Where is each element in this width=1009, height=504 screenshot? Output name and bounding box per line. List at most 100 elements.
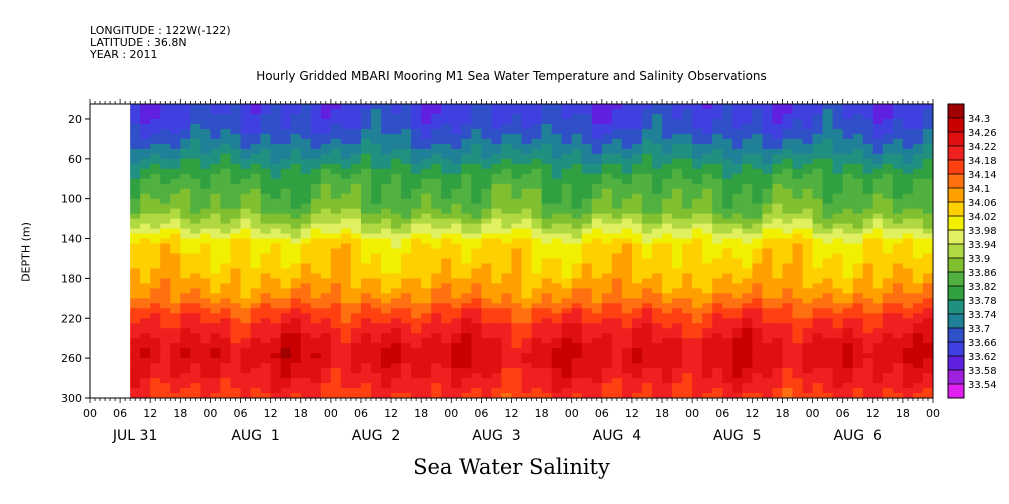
heatmap-cell bbox=[200, 308, 212, 314]
heatmap-cell bbox=[922, 343, 933, 349]
heatmap-cell bbox=[501, 313, 513, 319]
heatmap-cell bbox=[300, 263, 312, 270]
heatmap-cell bbox=[601, 393, 613, 398]
heatmap-cell bbox=[260, 243, 272, 250]
heatmap-cell bbox=[802, 148, 814, 155]
heatmap-cell bbox=[822, 223, 834, 230]
heatmap-cell bbox=[621, 118, 633, 125]
heatmap-cell bbox=[571, 148, 583, 155]
heatmap-cell bbox=[702, 363, 713, 369]
heatmap-cell bbox=[200, 138, 212, 145]
heatmap-cell bbox=[371, 253, 382, 260]
heatmap-cell bbox=[280, 243, 292, 250]
heatmap-cell bbox=[852, 198, 864, 205]
heatmap-cell bbox=[852, 228, 864, 235]
heatmap-cell bbox=[391, 368, 402, 374]
heatmap-cell bbox=[330, 378, 342, 384]
heatmap-cell bbox=[922, 113, 933, 120]
heatmap-cell bbox=[752, 323, 763, 329]
heatmap-cell bbox=[702, 183, 713, 190]
heatmap-cell bbox=[672, 118, 683, 125]
heatmap-cell bbox=[591, 118, 603, 125]
heatmap-cell bbox=[481, 363, 493, 369]
heatmap-cell bbox=[310, 148, 322, 155]
heatmap-cell bbox=[461, 343, 472, 349]
heatmap-cell bbox=[541, 353, 553, 359]
heatmap-cell bbox=[190, 183, 201, 190]
heatmap-cell bbox=[822, 238, 834, 245]
heatmap-cell bbox=[662, 168, 673, 175]
heatmap-cell bbox=[270, 168, 282, 175]
heatmap-cell bbox=[290, 348, 302, 354]
heatmap-cell bbox=[852, 298, 864, 304]
heatmap-cell bbox=[762, 298, 774, 304]
heatmap-cell bbox=[672, 158, 683, 165]
heatmap-cell bbox=[461, 353, 472, 359]
heatmap-cell bbox=[260, 128, 272, 135]
heatmap-cell bbox=[912, 228, 924, 235]
heatmap-cell bbox=[862, 173, 874, 180]
heatmap-cell bbox=[160, 213, 171, 220]
heatmap-cell bbox=[561, 343, 573, 349]
heatmap-cell bbox=[832, 104, 844, 110]
heatmap-cell bbox=[421, 363, 432, 369]
heatmap-cell bbox=[340, 173, 352, 180]
heatmap-cell bbox=[511, 153, 523, 160]
heatmap-cell bbox=[270, 283, 282, 289]
heatmap-cell bbox=[210, 303, 222, 309]
heatmap-cell bbox=[752, 133, 763, 140]
heatmap-cell bbox=[441, 218, 452, 225]
heatmap-cell bbox=[130, 113, 141, 120]
heatmap-cell bbox=[662, 123, 673, 130]
heatmap-cell bbox=[170, 143, 181, 150]
heatmap-cell bbox=[350, 328, 362, 334]
heatmap-cell bbox=[782, 223, 794, 230]
heatmap-cell bbox=[842, 268, 854, 275]
heatmap-cell bbox=[722, 148, 733, 155]
heatmap-cell bbox=[581, 188, 593, 195]
heatmap-cell bbox=[521, 213, 533, 220]
heatmap-cell bbox=[200, 158, 212, 165]
heatmap-cell bbox=[531, 323, 543, 329]
heatmap-cell bbox=[290, 233, 302, 240]
heatmap-cell bbox=[290, 223, 302, 230]
heatmap-cell bbox=[350, 288, 362, 294]
heatmap-cell bbox=[752, 308, 763, 314]
heatmap-cell bbox=[491, 388, 503, 394]
heatmap-cell bbox=[712, 273, 723, 279]
heatmap-cell bbox=[250, 323, 262, 329]
heatmap-cell bbox=[581, 218, 593, 225]
heatmap-cell bbox=[682, 343, 693, 349]
heatmap-cell bbox=[280, 298, 292, 304]
heatmap-cell bbox=[521, 148, 533, 155]
heatmap-cell bbox=[862, 178, 874, 185]
y-tick-label: 220 bbox=[61, 312, 82, 325]
heatmap-cell bbox=[591, 123, 603, 130]
heatmap-cell bbox=[330, 113, 342, 120]
heatmap-cell bbox=[712, 248, 723, 255]
heatmap-cell bbox=[190, 233, 201, 240]
heatmap-cell bbox=[591, 388, 603, 394]
heatmap-cell bbox=[360, 158, 372, 165]
heatmap-cell bbox=[230, 338, 242, 344]
heatmap-cell bbox=[501, 248, 513, 255]
heatmap-cell bbox=[280, 128, 292, 135]
heatmap-cell bbox=[561, 183, 573, 190]
heatmap-cell bbox=[541, 243, 553, 250]
heatmap-cell bbox=[391, 348, 402, 354]
heatmap-cell bbox=[421, 113, 432, 120]
heatmap-cell bbox=[441, 298, 452, 304]
heatmap-cell bbox=[792, 183, 804, 190]
heatmap-cell bbox=[662, 238, 673, 245]
heatmap-cell bbox=[772, 348, 784, 354]
heatmap-cell bbox=[641, 223, 653, 230]
heatmap-cell bbox=[310, 303, 322, 309]
heatmap-cell bbox=[551, 328, 563, 334]
heatmap-cell bbox=[320, 368, 332, 374]
heatmap-cell bbox=[200, 128, 212, 135]
heatmap-cell bbox=[330, 328, 342, 334]
heatmap-cell bbox=[310, 213, 322, 220]
heatmap-cell bbox=[692, 303, 703, 309]
heatmap-cell bbox=[662, 178, 673, 185]
heatmap-cell bbox=[842, 208, 854, 215]
